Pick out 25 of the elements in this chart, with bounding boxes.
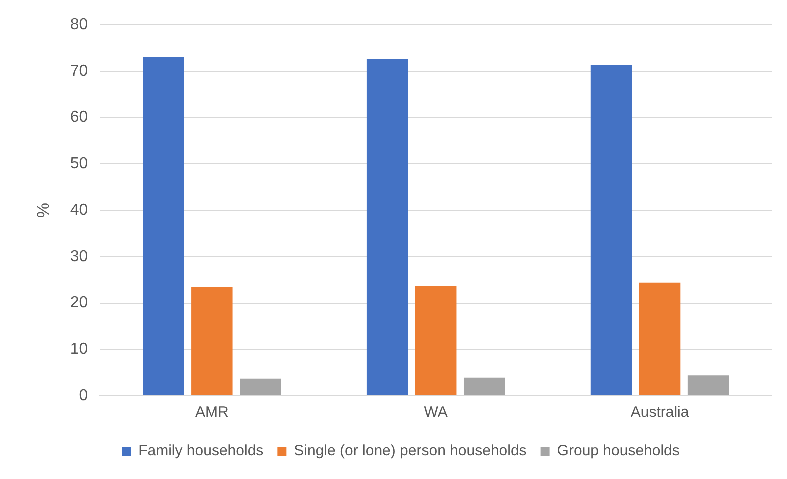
bar [143, 57, 184, 396]
bar [192, 287, 233, 396]
legend-label: Group households [557, 442, 680, 460]
x-tick-label: AMR [195, 404, 229, 422]
bar [688, 376, 730, 396]
y-tick-label: 20 [70, 294, 88, 312]
y-axis-title: % [34, 202, 53, 218]
y-tick-label: 50 [70, 156, 88, 173]
y-tick-label: 60 [70, 109, 88, 126]
legend-label: Family households [138, 442, 264, 460]
x-tick-label: WA [424, 404, 448, 422]
legend-label: Single (or lone) person households [294, 442, 527, 460]
x-tick-label: Australia [630, 404, 690, 422]
bar [366, 59, 408, 396]
y-tick-label: 10 [70, 341, 88, 358]
y-tick-label: 40 [70, 202, 88, 219]
y-tick-label: 0 [79, 387, 88, 404]
bar [590, 65, 632, 396]
bar [415, 286, 457, 396]
bar [639, 282, 681, 396]
y-tick-label: 30 [70, 248, 88, 266]
bar [240, 378, 282, 396]
y-tick-label: 80 [70, 16, 88, 34]
y-tick-label: 70 [70, 62, 88, 80]
bar [464, 378, 506, 396]
